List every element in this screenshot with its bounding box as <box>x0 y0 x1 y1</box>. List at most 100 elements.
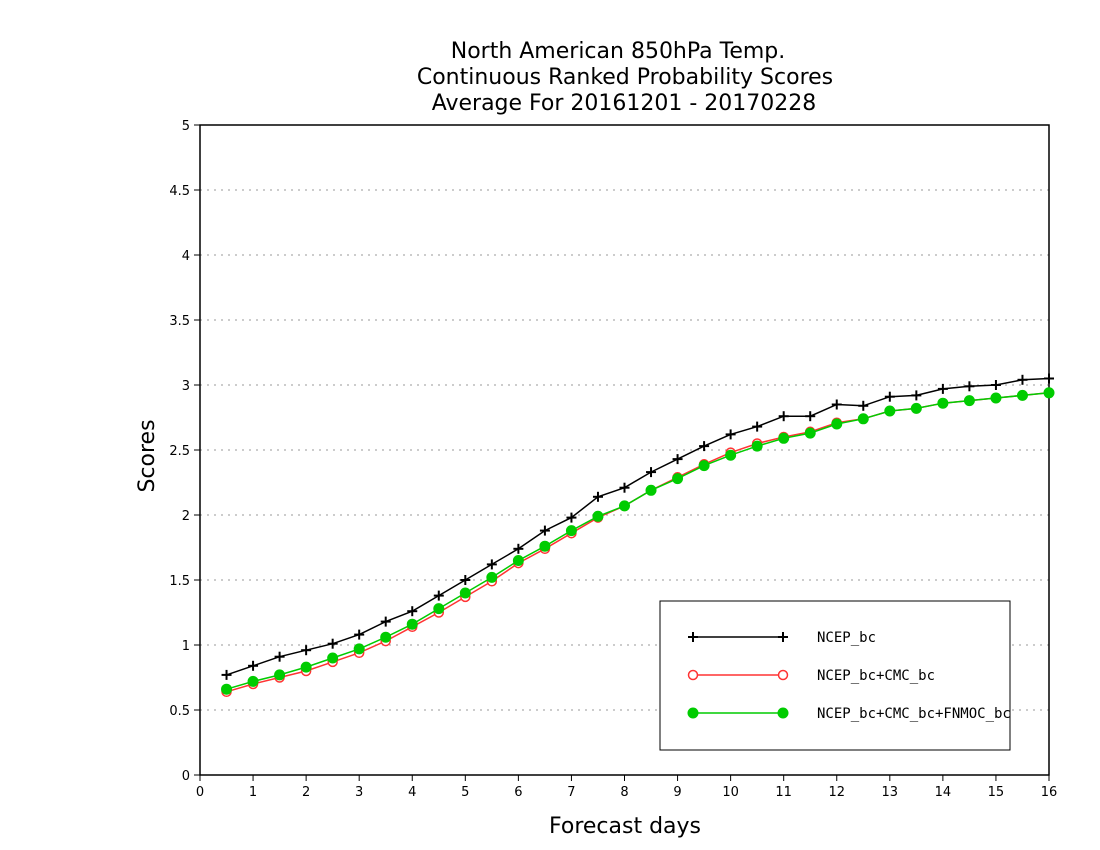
data-point <box>619 500 630 512</box>
y-tick-labels: 0 0.5 1 1.5 2 2.5 3 3.5 4 4.5 5 <box>169 119 190 784</box>
y-tick-label: 3.5 <box>169 314 190 329</box>
data-point <box>964 381 975 392</box>
data-point <box>248 660 259 671</box>
title-line-3: Average For 20161201 - 20170228 <box>432 91 817 116</box>
data-point <box>752 421 763 432</box>
x-tick-labels: 0 1 2 3 4 5 6 7 8 9 10 11 12 13 14 15 16 <box>196 785 1057 800</box>
data-point <box>327 638 338 649</box>
data-point <box>672 473 684 485</box>
data-point <box>221 683 233 695</box>
data-point <box>698 460 710 472</box>
data-point <box>380 616 391 627</box>
data-point <box>486 559 497 570</box>
axis-ticks <box>194 124 1050 781</box>
data-point <box>274 669 286 681</box>
legend-marker <box>777 707 789 719</box>
x-tick-label: 3 <box>355 785 363 800</box>
data-point <box>221 669 232 680</box>
x-tick-label: 5 <box>461 785 469 800</box>
data-point <box>300 661 312 673</box>
data-point <box>778 411 789 422</box>
data-point <box>963 395 975 407</box>
data-point <box>858 400 869 411</box>
data-point <box>990 392 1002 404</box>
title-line-2: Continuous Ranked Probability Scores <box>417 65 833 90</box>
y-tick-label: 2 <box>182 509 190 524</box>
data-point <box>1043 387 1055 399</box>
legend-items: NCEP_bc NCEP_bc+CMC_bc NCEP_bc+CMC_bc+FNMO… <box>687 630 1011 722</box>
x-tick-label: 4 <box>408 785 416 800</box>
data-point <box>539 540 551 552</box>
x-tick-label: 8 <box>620 785 628 800</box>
y-tick-label: 2.5 <box>169 444 190 459</box>
data-point <box>645 484 657 496</box>
x-axis-label: Forecast days <box>549 814 701 839</box>
legend-marker <box>687 707 699 719</box>
data-point <box>539 525 550 536</box>
legend-item: NCEP_bc+CMC_bc <box>687 668 935 684</box>
data-point <box>301 645 312 656</box>
data-point <box>274 651 285 662</box>
data-point <box>380 631 392 643</box>
x-tick-label: 9 <box>673 785 681 800</box>
data-point <box>937 397 949 409</box>
data-point <box>406 618 418 630</box>
data-point <box>1017 374 1028 385</box>
data-point <box>911 390 922 401</box>
x-tick-label: 1 <box>249 785 257 800</box>
data-point <box>990 380 1001 390</box>
data-point <box>566 512 577 523</box>
y-axis-label: Scores <box>135 419 160 492</box>
data-point <box>460 575 471 585</box>
data-point <box>831 399 842 410</box>
y-tick-label: 1 <box>182 639 190 654</box>
data-point <box>804 427 816 439</box>
data-point <box>513 543 524 554</box>
legend-label: NCEP_bc+CMC_bc+FNMOC_bc <box>817 706 1011 722</box>
y-tick-label: 5 <box>182 119 190 134</box>
x-tick-label: 13 <box>882 785 899 800</box>
data-point <box>565 525 577 537</box>
data-point <box>592 510 604 522</box>
data-point <box>1016 389 1028 401</box>
legend-item: NCEP_bc+CMC_bc+FNMOC_bc <box>687 706 1011 722</box>
x-tick-label: 2 <box>302 785 310 800</box>
data-point <box>778 432 790 444</box>
data-point <box>884 391 895 402</box>
data-point <box>354 629 365 640</box>
legend: NCEP_bc NCEP_bc+CMC_bc NCEP_bc+CMC_bc+FNMO… <box>659 600 1011 751</box>
legend-label: NCEP_bc <box>817 630 876 646</box>
data-point <box>512 555 524 566</box>
legend-marker <box>777 669 789 681</box>
x-tick-label: 6 <box>514 785 522 800</box>
data-point <box>672 454 683 465</box>
data-point <box>884 405 896 417</box>
data-point <box>831 418 843 430</box>
x-tick-label: 14 <box>935 785 952 800</box>
data-point <box>247 675 259 687</box>
x-tick-label: 0 <box>196 785 204 800</box>
x-tick-label: 11 <box>775 785 792 800</box>
legend-marker <box>688 632 698 642</box>
x-tick-label: 16 <box>1041 785 1058 800</box>
data-point <box>407 606 418 617</box>
y-tick-label: 1.5 <box>169 574 190 589</box>
data-point <box>433 603 445 615</box>
x-tick-label: 10 <box>722 785 739 800</box>
data-point <box>592 491 603 502</box>
series-3 <box>221 387 1055 695</box>
x-tick-label: 15 <box>988 785 1005 800</box>
y-tick-label: 4 <box>182 249 190 264</box>
data-point <box>699 441 710 452</box>
y-tick-label: 0 <box>182 769 190 784</box>
data-point <box>857 413 869 425</box>
data-point <box>619 482 630 493</box>
y-tick-label: 3 <box>182 379 190 394</box>
series-layer <box>221 373 1055 698</box>
x-tick-label: 12 <box>828 785 845 800</box>
data-point <box>937 383 948 394</box>
legend-item: NCEP_bc <box>688 630 876 646</box>
data-point <box>725 449 737 461</box>
data-point <box>486 571 498 583</box>
